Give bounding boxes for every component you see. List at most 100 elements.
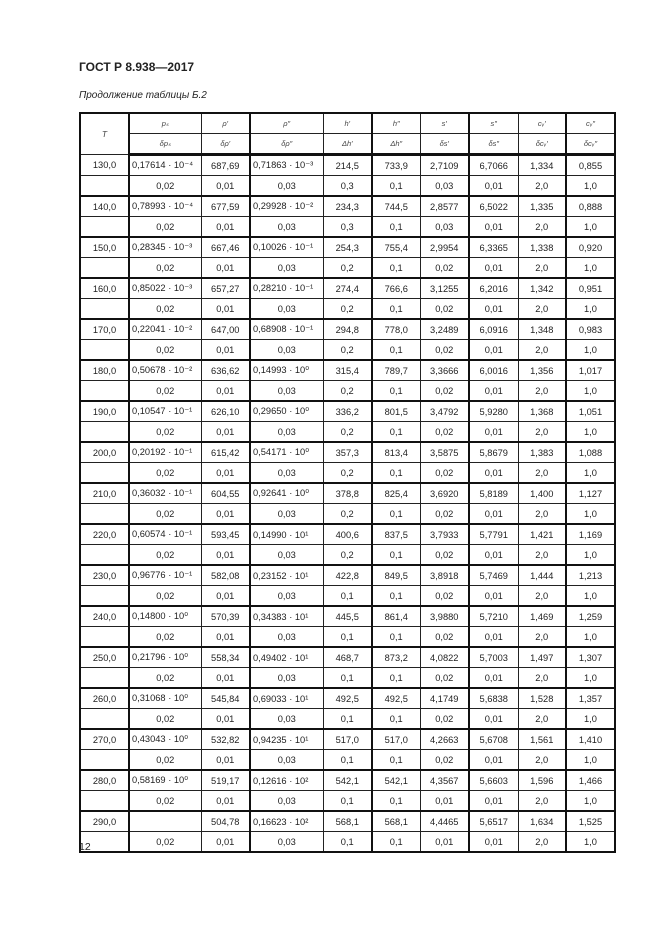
uncertainty-cell: 0,1	[371, 831, 421, 853]
uncertainty-row: 0,02 0,01 0,03 0,2 0,1 0,02 0,01 2,0 1,0	[79, 380, 616, 402]
uncertainty-cell: 2,0	[517, 790, 567, 812]
uncertainty-cell: 0,01	[200, 380, 251, 402]
value-cell: 3,1255	[419, 277, 470, 299]
value-cell: 5,6708	[468, 728, 519, 750]
value-cell: 3,4792	[419, 400, 470, 422]
uncertainty-row: 0,02 0,01 0,03 0,2 0,1 0,02 0,01 2,0 1,0	[79, 462, 616, 484]
value-cell: 3,8918	[419, 564, 470, 586]
empty-cell	[79, 503, 130, 525]
value-cell: 378,8	[322, 482, 373, 504]
temperature-cell: 210,0	[79, 482, 130, 504]
value-cell: 1,342	[517, 277, 567, 299]
header-quantity: cᵥ′	[517, 112, 567, 134]
uncertainty-cell: 0,03	[249, 421, 324, 443]
value-cell: 0,29650 · 10⁰	[249, 400, 324, 422]
value-cell: 615,42	[200, 441, 251, 463]
header-quantity: h″	[371, 112, 421, 134]
header-quantity: ρ″	[249, 112, 324, 134]
value-cell: 0,94235 · 10¹	[249, 728, 324, 750]
uncertainty-cell: 1,0	[565, 380, 616, 402]
value-cell: 5,7791	[468, 523, 519, 545]
value-cell: 849,5	[371, 564, 421, 586]
value-cell: 813,4	[371, 441, 421, 463]
table-row: 200,0 0,20192 · 10⁻¹ 615,42 0,54171 · 10⁰ 35…	[79, 441, 616, 463]
header-quantity: s″	[468, 112, 519, 134]
header-uncertainty: δs′	[419, 133, 470, 156]
value-cell: 400,6	[322, 523, 373, 545]
uncertainty-cell: 0,2	[322, 462, 373, 484]
value-cell: 1,307	[565, 646, 616, 668]
uncertainty-cell: 0,02	[419, 380, 470, 402]
uncertainty-cell: 1,0	[565, 544, 616, 566]
header-quantity: s′	[419, 112, 470, 134]
uncertainty-cell: 2,0	[517, 175, 567, 197]
value-cell: 2,7109	[419, 154, 470, 176]
value-cell: 1,400	[517, 482, 567, 504]
uncertainty-cell: 0,03	[249, 667, 324, 689]
uncertainty-cell: 0,01	[200, 339, 251, 361]
header-uncertainty: δρ″	[249, 133, 324, 156]
uncertainty-cell: 0,01	[468, 790, 519, 812]
empty-cell	[79, 421, 130, 443]
uncertainty-cell: 1,0	[565, 667, 616, 689]
uncertainty-cell: 0,1	[322, 585, 373, 607]
uncertainty-cell: 0,02	[419, 544, 470, 566]
uncertainty-row: 0,02 0,01 0,03 0,1 0,1 0,01 0,01 2,0 1,0	[79, 790, 616, 812]
temperature-cell: 170,0	[79, 318, 130, 340]
uncertainty-cell: 2,0	[517, 503, 567, 525]
value-cell: 873,2	[371, 646, 421, 668]
uncertainty-cell: 0,3	[322, 216, 373, 238]
uncertainty-cell: 0,1	[322, 626, 373, 648]
uncertainty-row: 0,02 0,01 0,03 0,3 0,1 0,03 0,01 2,0 1,0	[79, 216, 616, 238]
uncertainty-cell: 2,0	[517, 462, 567, 484]
uncertainty-cell: 0,01	[468, 626, 519, 648]
value-cell: 1,017	[565, 359, 616, 381]
uncertainty-cell: 0,03	[249, 257, 324, 279]
value-cell: 657,27	[200, 277, 251, 299]
table-row: 240,0 0,14800 · 10⁰ 570,39 0,34383 · 10¹ 445…	[79, 605, 616, 627]
value-cell: 4,3567	[419, 769, 470, 791]
uncertainty-cell: 0,02	[128, 380, 202, 402]
value-cell: 1,561	[517, 728, 567, 750]
value-cell: 647,00	[200, 318, 251, 340]
value-cell: 0,14993 · 10⁰	[249, 359, 324, 381]
uncertainty-cell: 0,1	[322, 790, 373, 812]
uncertainty-cell: 0,02	[128, 790, 202, 812]
uncertainty-cell: 0,03	[249, 298, 324, 320]
empty-cell	[79, 831, 130, 853]
uncertainty-cell: 0,1	[371, 298, 421, 320]
value-cell: 0,58169 · 10⁰	[128, 769, 202, 791]
value-cell: 0,951	[565, 277, 616, 299]
value-cell: 0,28210 · 10⁻¹	[249, 277, 324, 299]
uncertainty-cell: 0,02	[419, 667, 470, 689]
uncertainty-cell: 0,02	[419, 298, 470, 320]
value-cell: 517,0	[322, 728, 373, 750]
value-cell: 1,525	[565, 810, 616, 832]
uncertainty-cell: 0,1	[371, 544, 421, 566]
value-cell: 687,69	[200, 154, 251, 176]
uncertainty-cell: 0,03	[249, 462, 324, 484]
table-row: 260,0 0,31068 · 10⁰ 545,84 0,69033 · 10¹ 492…	[79, 687, 616, 709]
uncertainty-cell: 1,0	[565, 175, 616, 197]
uncertainty-cell: 0,01	[200, 175, 251, 197]
uncertainty-cell: 1,0	[565, 339, 616, 361]
value-cell: 0,71863 · 10⁻³	[249, 154, 324, 176]
value-cell: 0,68908 · 10⁻¹	[249, 318, 324, 340]
value-cell: 3,9880	[419, 605, 470, 627]
uncertainty-cell: 0,1	[371, 380, 421, 402]
uncertainty-cell: 0,01	[200, 749, 251, 771]
empty-cell	[79, 585, 130, 607]
uncertainty-cell: 0,03	[249, 749, 324, 771]
uncertainty-cell: 0,03	[249, 585, 324, 607]
value-cell: 1,357	[565, 687, 616, 709]
uncertainty-cell: 0,03	[249, 339, 324, 361]
temperature-cell: 250,0	[79, 646, 130, 668]
value-cell: 677,59	[200, 195, 251, 217]
uncertainty-cell: 0,01	[200, 831, 251, 853]
value-cell: 234,3	[322, 195, 373, 217]
value-cell: 254,3	[322, 236, 373, 258]
value-cell: 1,444	[517, 564, 567, 586]
uncertainty-cell: 0,03	[249, 175, 324, 197]
header-uncertainty: δcᵥ″	[565, 133, 616, 156]
